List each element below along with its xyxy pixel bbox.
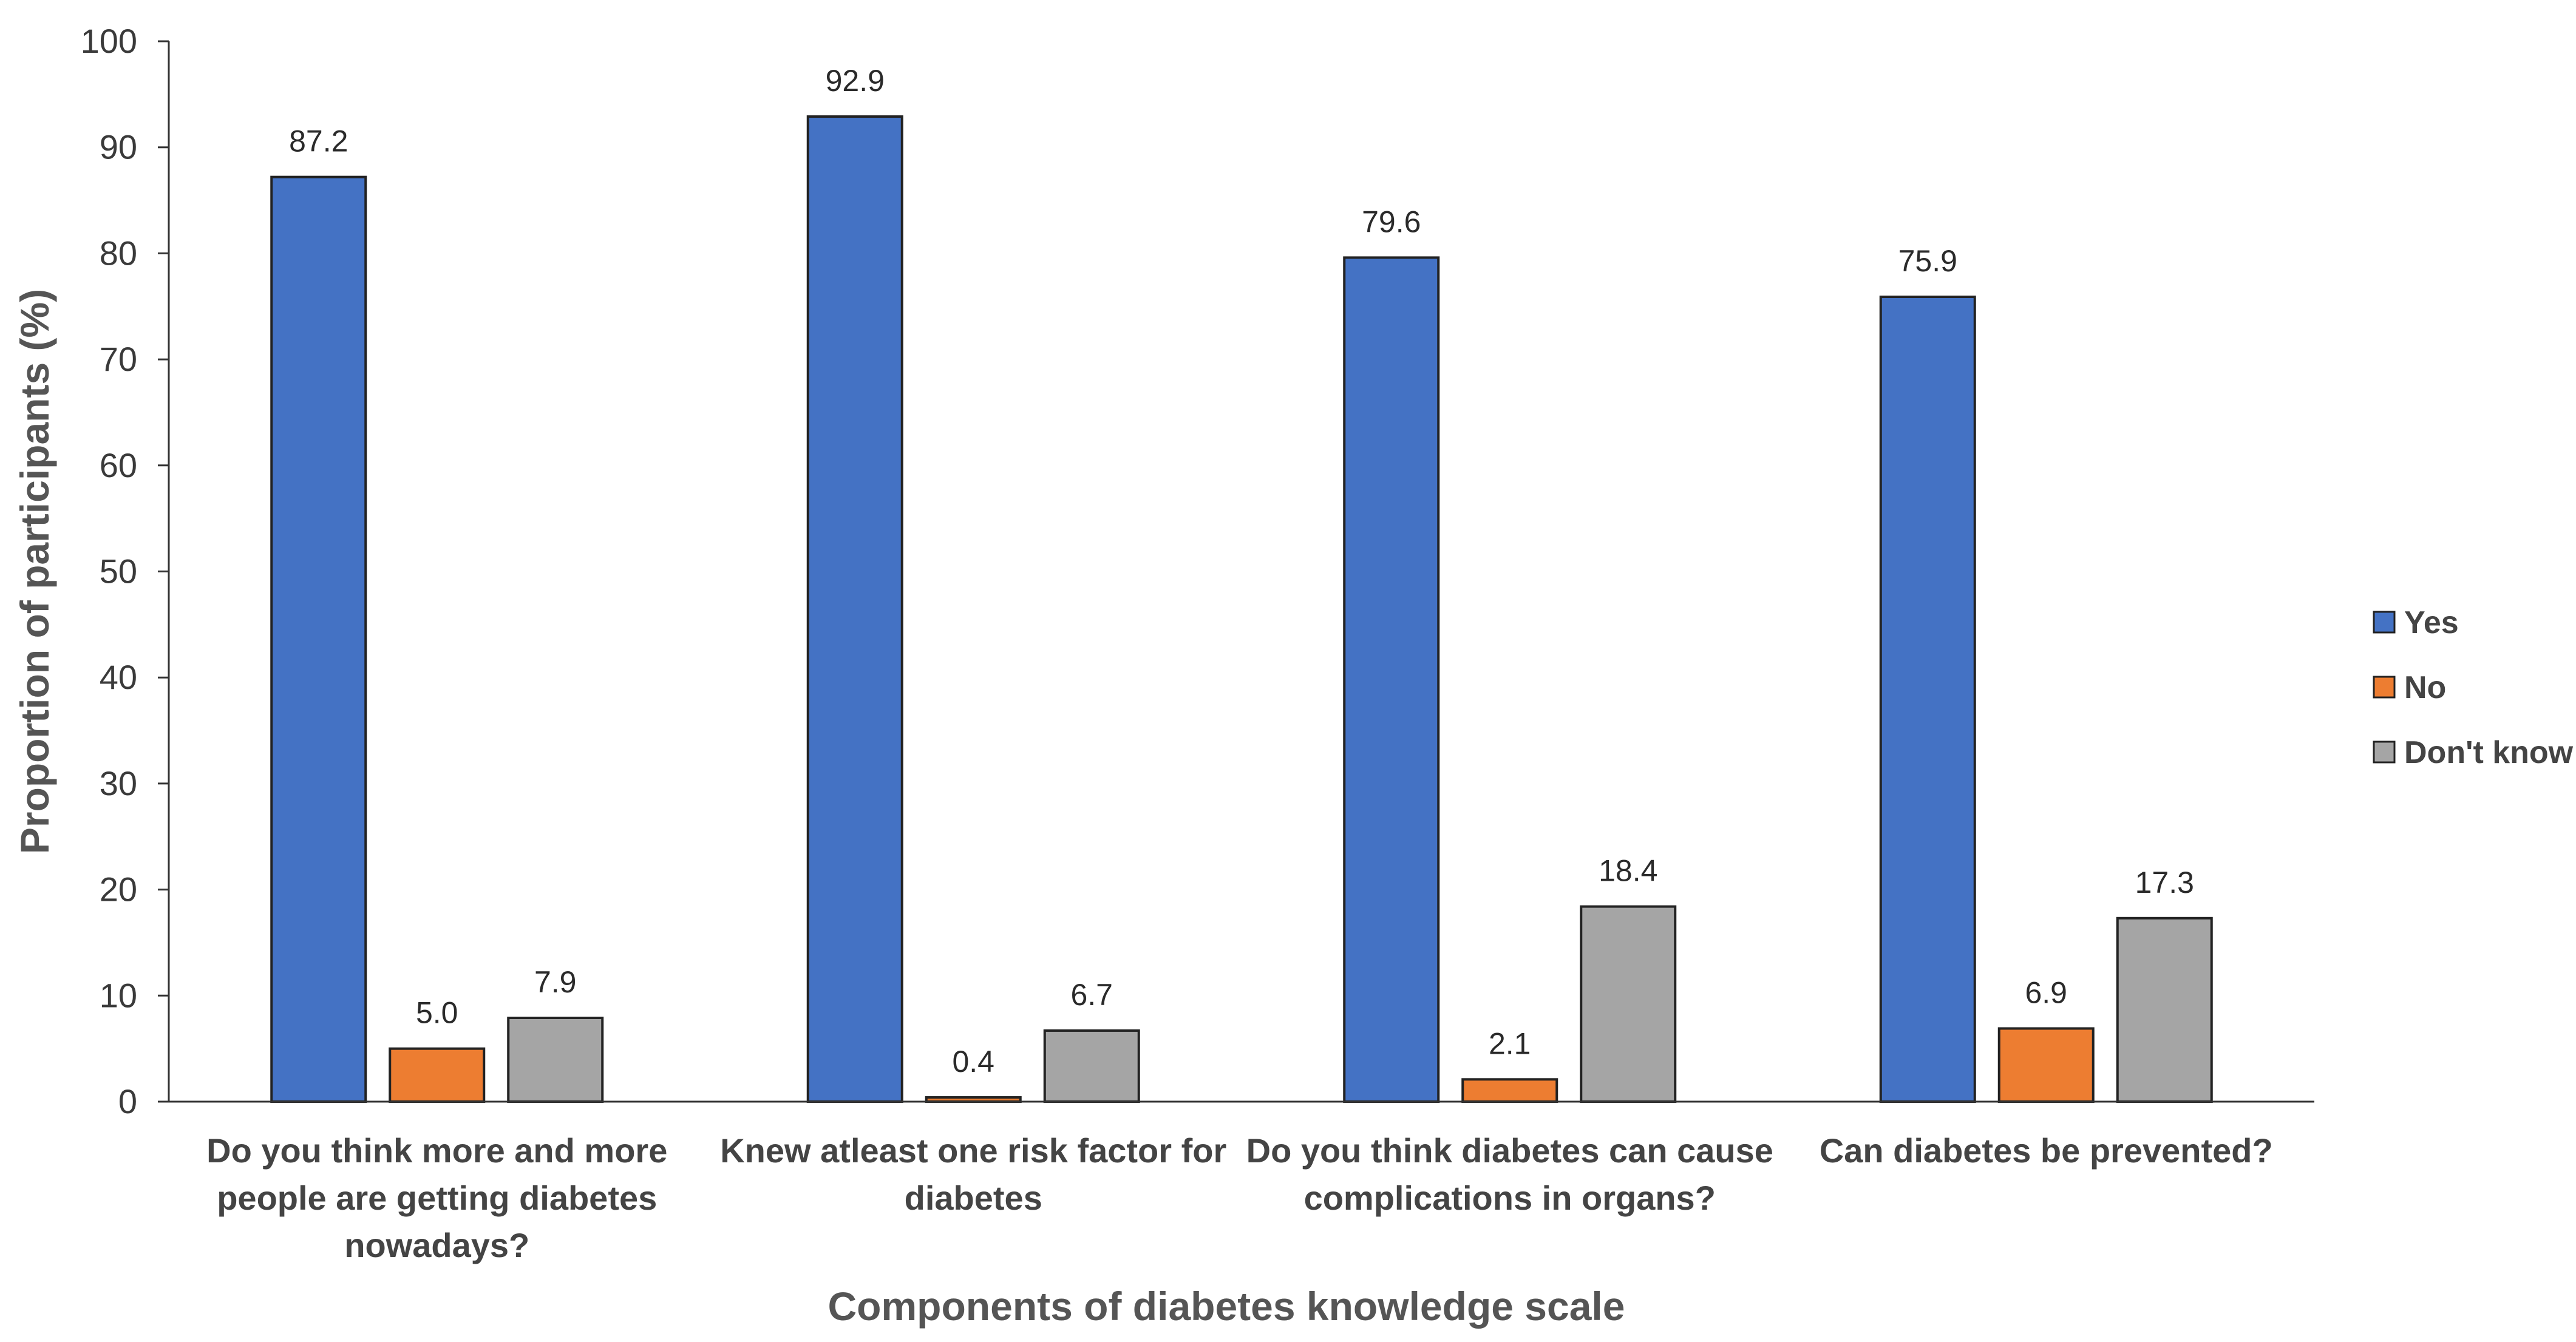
x-axis-title: Components of diabetes knowledge scale <box>828 1284 1625 1329</box>
bar-no-4 <box>1997 1027 2095 1103</box>
data-labels: 87.2 5.0 7.9 92.9 0.4 6.7 79.6 2.1 18.4 75.9 6.9 17… <box>289 64 2194 1079</box>
y-tick-label: 30 <box>100 764 137 802</box>
y-axis-ticks: 0 10 20 30 40 50 60 70 80 90 100 <box>81 22 169 1120</box>
data-label: 75.9 <box>1898 244 1957 278</box>
bar-yes-1 <box>270 175 367 1103</box>
y-tick-label: 90 <box>100 128 137 166</box>
data-label: 0.4 <box>952 1045 994 1079</box>
data-label: 17.3 <box>2135 866 2194 900</box>
data-label: 6.9 <box>2025 975 2067 1009</box>
bar-yes-2 <box>806 115 903 1103</box>
data-label: 2.1 <box>1489 1026 1531 1060</box>
bar-don-t-know-4 <box>2116 917 2213 1103</box>
y-tick-label: 10 <box>100 976 137 1014</box>
legend-swatch-no <box>2373 676 2396 699</box>
data-label: 87.2 <box>289 124 348 158</box>
category-label: complications in organs? <box>1304 1179 1716 1217</box>
bar-don-t-know-2 <box>1043 1029 1140 1103</box>
category-label: nowadays? <box>344 1226 529 1264</box>
data-label: 5.0 <box>416 996 458 1030</box>
data-label: 6.7 <box>1070 978 1113 1012</box>
data-label: 18.4 <box>1599 854 1657 888</box>
category-label: diabetes <box>905 1179 1042 1217</box>
bar-yes-3 <box>1343 256 1440 1103</box>
legend-swatch-yes <box>2373 611 2396 634</box>
bar-don-t-know-3 <box>1580 905 1677 1103</box>
y-tick-label: 20 <box>100 870 137 909</box>
category-label: Do you think diabetes can cause <box>1246 1131 1773 1170</box>
y-tick-label: 50 <box>100 552 137 591</box>
bar-no-3 <box>1461 1078 1558 1103</box>
category-labels: Do you think more and more people are get… <box>206 1131 2273 1264</box>
legend-swatch-don-t-know <box>2373 740 2396 764</box>
bar-yes-4 <box>1879 296 1976 1103</box>
y-tick-label: 70 <box>100 340 137 378</box>
y-tick-label: 80 <box>100 234 137 272</box>
y-tick-label: 60 <box>100 446 137 484</box>
category-label: Can diabetes be prevented? <box>1820 1131 2273 1170</box>
legend: Yes No Don't know <box>2373 605 2574 770</box>
category-label: people are getting diabetes <box>217 1179 657 1217</box>
bar-no-1 <box>389 1047 486 1103</box>
bars <box>270 115 2213 1103</box>
data-label: 7.9 <box>534 965 577 999</box>
data-label: 92.9 <box>826 64 885 98</box>
legend-label: No <box>2404 670 2446 705</box>
bar-don-t-know-1 <box>507 1016 604 1103</box>
y-axis-title: Proportion of participants (%) <box>12 289 57 854</box>
category-label: Knew atleast one risk factor for <box>720 1131 1226 1170</box>
y-tick-label: 0 <box>118 1082 137 1120</box>
y-tick-label: 40 <box>100 658 137 696</box>
y-tick-label: 100 <box>81 22 137 60</box>
category-label: Do you think more and more <box>206 1131 667 1170</box>
legend-label: Yes <box>2404 605 2459 640</box>
legend-label: Don't know <box>2404 735 2574 770</box>
data-label: 79.6 <box>1362 205 1421 239</box>
